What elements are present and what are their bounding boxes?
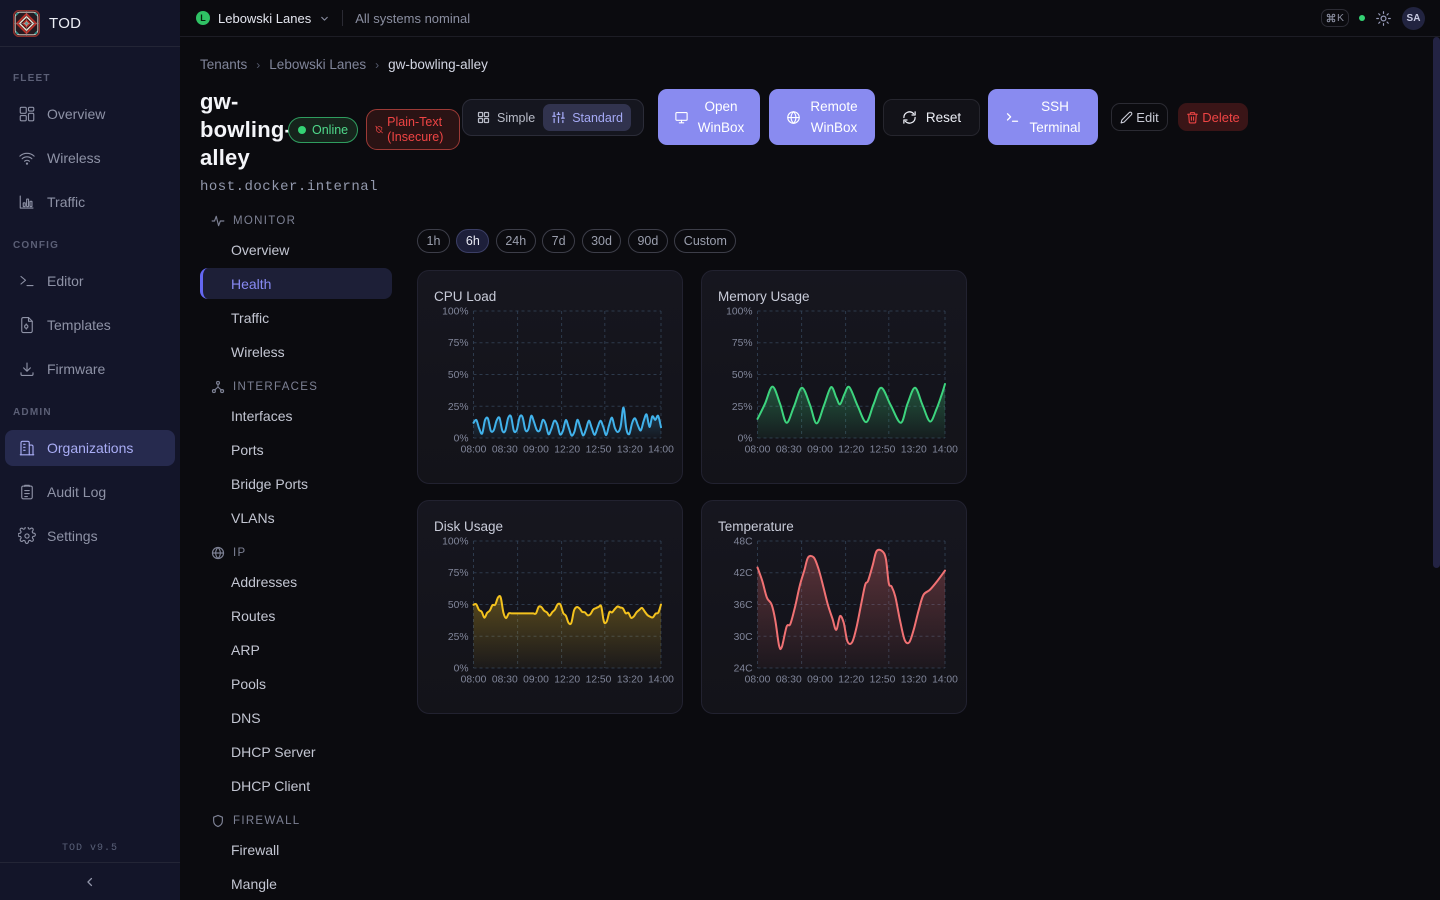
svg-text:100%: 100% <box>442 307 468 318</box>
svg-text:08:00: 08:00 <box>745 445 771 456</box>
svg-text:75%: 75% <box>448 338 469 349</box>
svg-text:09:00: 09:00 <box>523 445 549 456</box>
svg-text:25%: 25% <box>448 402 469 413</box>
svg-text:08:30: 08:30 <box>492 445 518 456</box>
svg-text:30C: 30C <box>734 632 753 643</box>
svg-text:12:50: 12:50 <box>586 445 612 456</box>
svg-text:50%: 50% <box>448 370 469 381</box>
svg-text:13:20: 13:20 <box>617 675 643 686</box>
svg-text:08:00: 08:00 <box>745 675 771 686</box>
svg-text:24C: 24C <box>734 664 753 675</box>
svg-text:08:30: 08:30 <box>776 675 802 686</box>
svg-text:12:50: 12:50 <box>586 675 612 686</box>
svg-text:0%: 0% <box>454 434 469 445</box>
svg-text:12:20: 12:20 <box>838 675 864 686</box>
svg-text:14:00: 14:00 <box>648 675 674 686</box>
svg-text:13:20: 13:20 <box>901 675 927 686</box>
svg-text:36C: 36C <box>734 600 753 611</box>
svg-text:12:20: 12:20 <box>554 675 580 686</box>
svg-text:Temperature: Temperature <box>718 519 794 534</box>
svg-text:Disk Usage: Disk Usage <box>434 519 503 534</box>
svg-text:100%: 100% <box>442 537 468 548</box>
svg-text:12:50: 12:50 <box>870 445 896 456</box>
svg-text:25%: 25% <box>732 402 753 413</box>
svg-text:48C: 48C <box>734 537 753 548</box>
svg-text:14:00: 14:00 <box>932 445 958 456</box>
svg-text:12:20: 12:20 <box>838 445 864 456</box>
svg-text:100%: 100% <box>726 307 752 318</box>
svg-text:14:00: 14:00 <box>932 675 958 686</box>
svg-text:75%: 75% <box>732 338 753 349</box>
svg-text:50%: 50% <box>732 370 753 381</box>
svg-text:14:00: 14:00 <box>648 445 674 456</box>
svg-text:08:30: 08:30 <box>492 675 518 686</box>
svg-text:09:00: 09:00 <box>523 675 549 686</box>
svg-text:42C: 42C <box>734 568 753 579</box>
svg-text:09:00: 09:00 <box>807 445 833 456</box>
svg-text:09:00: 09:00 <box>807 675 833 686</box>
svg-text:0%: 0% <box>454 664 469 675</box>
svg-text:08:00: 08:00 <box>461 675 487 686</box>
svg-text:13:20: 13:20 <box>617 445 643 456</box>
svg-text:08:00: 08:00 <box>461 445 487 456</box>
svg-text:13:20: 13:20 <box>901 445 927 456</box>
svg-text:50%: 50% <box>448 600 469 611</box>
svg-text:25%: 25% <box>448 632 469 643</box>
svg-text:08:30: 08:30 <box>776 445 802 456</box>
svg-text:0%: 0% <box>738 434 753 445</box>
svg-text:Memory Usage: Memory Usage <box>718 289 810 304</box>
svg-text:75%: 75% <box>448 568 469 579</box>
svg-text:CPU Load: CPU Load <box>434 289 496 304</box>
svg-text:12:20: 12:20 <box>554 445 580 456</box>
svg-text:12:50: 12:50 <box>870 675 896 686</box>
